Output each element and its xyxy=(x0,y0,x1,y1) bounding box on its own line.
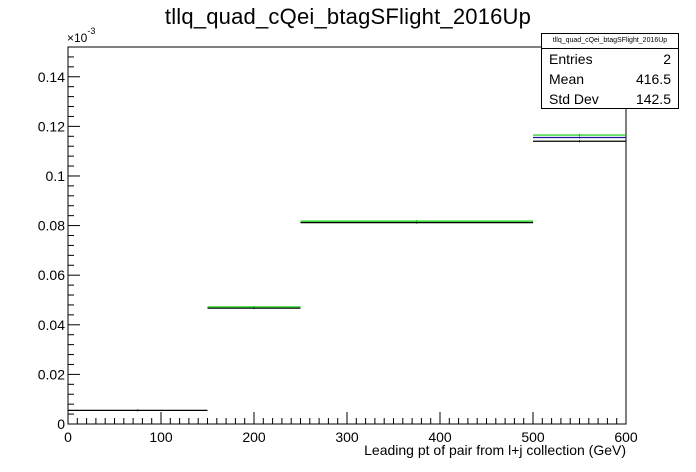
chart-title: tllq_quad_cQei_btagSFlight_2016Up xyxy=(164,4,532,29)
y-tick-label: 0 xyxy=(57,416,65,432)
stats-mean-row: Mean 416.5 xyxy=(542,69,678,89)
y-tick-label: 0.12 xyxy=(38,118,65,134)
y-tick-label: 0.06 xyxy=(38,267,65,283)
y-tick-label: 0.04 xyxy=(38,317,65,333)
x-axis-label: Leading pt of pair from l+j collection (… xyxy=(364,442,626,458)
y-axis-exponent: ×10-3 xyxy=(67,26,96,45)
stats-stddev-value: 142.5 xyxy=(635,91,671,107)
stats-entries-row: Entries 2 xyxy=(542,49,678,69)
stats-mean-value: 416.5 xyxy=(635,71,671,87)
x-tick-label: 500 xyxy=(521,429,545,445)
y-tick-label: 0.02 xyxy=(38,366,65,382)
stats-entries-value: 2 xyxy=(663,51,671,67)
x-tick-label: 400 xyxy=(428,429,452,445)
x-tick-label: 100 xyxy=(149,429,173,445)
y-tick-label: 0.08 xyxy=(38,218,65,234)
stats-box: tllq_quad_cQei_btagSFlight_2016Up Entrie… xyxy=(541,33,679,109)
x-tick-label: 300 xyxy=(335,429,359,445)
y-tick-label: 0.14 xyxy=(38,69,65,85)
stats-entries-label: Entries xyxy=(549,51,593,67)
x-tick-label: 600 xyxy=(614,429,638,445)
stats-stddev-row: Std Dev 142.5 xyxy=(542,89,678,109)
y-tick-label: 0.1 xyxy=(46,168,66,184)
x-tick-label: 200 xyxy=(242,429,266,445)
x-tick-label: 0 xyxy=(64,429,72,445)
stats-title: tllq_quad_cQei_btagSFlight_2016Up xyxy=(542,34,678,49)
stats-mean-label: Mean xyxy=(549,71,585,87)
stats-stddev-label: Std Dev xyxy=(549,91,599,107)
